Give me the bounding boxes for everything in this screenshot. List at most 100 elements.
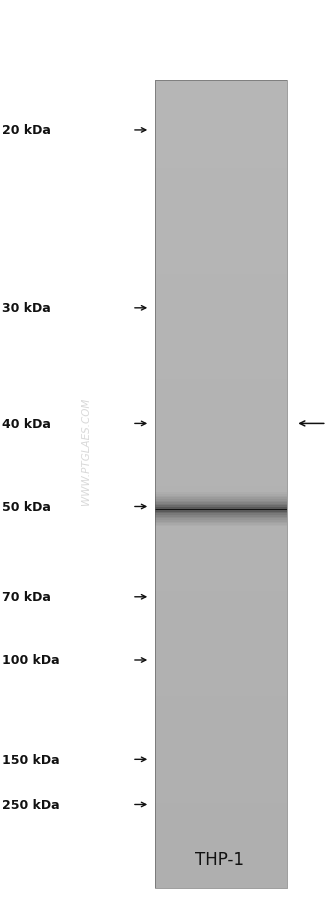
Bar bbox=[155, 784, 287, 785]
Bar bbox=[155, 723, 287, 725]
Bar bbox=[155, 262, 287, 263]
Bar bbox=[155, 692, 287, 693]
Bar bbox=[155, 167, 287, 169]
Bar bbox=[155, 840, 287, 842]
Bar bbox=[155, 225, 287, 226]
Bar bbox=[155, 398, 287, 400]
Bar bbox=[155, 590, 287, 592]
Bar bbox=[155, 173, 287, 175]
Bar bbox=[155, 496, 287, 498]
Bar bbox=[155, 457, 287, 459]
Bar bbox=[155, 887, 287, 888]
Bar bbox=[155, 354, 287, 355]
Bar bbox=[155, 645, 287, 646]
Bar bbox=[155, 851, 287, 853]
Bar bbox=[155, 535, 287, 537]
Bar bbox=[155, 388, 287, 390]
Bar bbox=[155, 433, 287, 435]
Bar bbox=[155, 653, 287, 654]
Bar bbox=[155, 651, 287, 653]
Bar bbox=[155, 451, 287, 453]
Bar bbox=[155, 529, 287, 530]
Bar bbox=[155, 207, 287, 208]
Bar bbox=[155, 811, 287, 813]
Bar bbox=[155, 328, 287, 330]
Bar bbox=[155, 860, 287, 861]
Bar bbox=[155, 684, 287, 685]
Bar bbox=[155, 212, 287, 214]
Bar bbox=[155, 484, 287, 486]
Bar bbox=[155, 621, 287, 622]
Bar bbox=[155, 582, 287, 584]
Bar bbox=[155, 107, 287, 108]
Bar bbox=[155, 372, 287, 373]
Bar bbox=[155, 533, 287, 535]
Bar bbox=[155, 661, 287, 662]
Bar bbox=[155, 439, 287, 441]
Bar bbox=[155, 530, 287, 531]
Bar bbox=[155, 664, 287, 666]
Bar bbox=[155, 87, 287, 89]
Bar bbox=[155, 118, 287, 120]
Bar bbox=[155, 611, 287, 612]
Bar bbox=[155, 81, 287, 83]
Bar bbox=[155, 431, 287, 433]
Bar bbox=[155, 629, 287, 630]
Bar bbox=[155, 588, 287, 590]
Bar bbox=[155, 283, 287, 285]
Bar bbox=[155, 99, 287, 100]
Bar bbox=[155, 564, 287, 566]
Bar bbox=[155, 519, 287, 520]
Bar bbox=[155, 236, 287, 238]
Bar bbox=[155, 785, 287, 787]
Bar bbox=[155, 598, 287, 600]
Bar bbox=[155, 839, 287, 840]
Bar bbox=[155, 561, 287, 562]
Bar bbox=[155, 848, 287, 850]
Bar bbox=[155, 382, 287, 383]
Bar bbox=[155, 96, 287, 97]
Bar bbox=[155, 580, 287, 582]
Bar bbox=[155, 646, 287, 648]
Bar bbox=[155, 343, 287, 345]
Bar bbox=[155, 443, 287, 445]
Bar bbox=[155, 320, 287, 322]
Bar bbox=[155, 438, 287, 439]
Bar bbox=[155, 622, 287, 623]
Bar bbox=[155, 139, 287, 141]
Bar bbox=[155, 392, 287, 394]
Bar bbox=[155, 422, 287, 423]
Bar bbox=[155, 449, 287, 451]
Bar bbox=[155, 186, 287, 188]
Bar bbox=[155, 759, 287, 761]
Bar bbox=[155, 361, 287, 362]
Bar bbox=[155, 277, 287, 278]
Bar bbox=[155, 817, 287, 819]
Bar bbox=[155, 541, 287, 543]
Bar bbox=[155, 263, 287, 265]
Bar bbox=[155, 226, 287, 228]
Bar bbox=[155, 210, 287, 212]
Bar bbox=[155, 100, 287, 102]
Bar bbox=[155, 370, 287, 372]
Bar bbox=[155, 508, 287, 509]
Bar bbox=[155, 517, 287, 519]
Bar bbox=[155, 819, 287, 821]
Bar bbox=[155, 866, 287, 868]
Bar bbox=[155, 494, 287, 496]
Bar bbox=[155, 727, 287, 729]
Bar bbox=[155, 701, 287, 703]
Bar bbox=[155, 191, 287, 193]
Bar bbox=[155, 316, 287, 317]
Bar bbox=[155, 272, 287, 273]
Bar bbox=[155, 641, 287, 643]
Bar bbox=[155, 566, 287, 567]
Bar bbox=[155, 792, 287, 793]
Bar bbox=[155, 330, 287, 331]
Bar bbox=[155, 163, 287, 165]
Bar bbox=[155, 527, 287, 529]
Bar bbox=[155, 670, 287, 672]
Bar bbox=[155, 769, 287, 770]
Bar bbox=[155, 635, 287, 637]
Bar bbox=[155, 427, 287, 428]
